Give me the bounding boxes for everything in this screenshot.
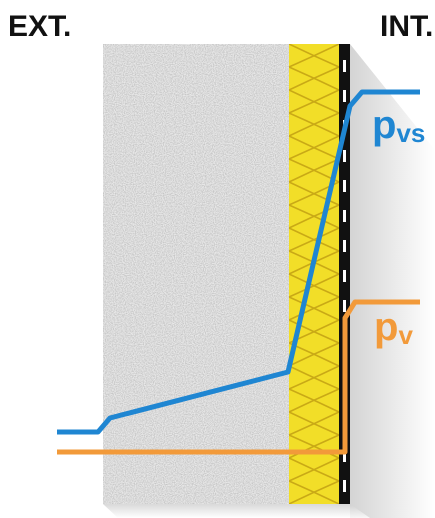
concrete-layer bbox=[103, 44, 290, 504]
interior-label: INT. bbox=[380, 10, 433, 43]
interior-shadow bbox=[350, 44, 435, 518]
saturation-symbol: p bbox=[372, 103, 396, 147]
bottom-shadow bbox=[103, 504, 370, 518]
saturation-pressure-curve bbox=[57, 89, 420, 435]
vapour-subscript: v bbox=[398, 320, 413, 350]
vapour-symbol: p bbox=[374, 305, 398, 349]
vapour-pressure-label: pv bbox=[374, 305, 413, 350]
insulation-layer bbox=[289, 44, 339, 504]
vapour-pressure-curve bbox=[57, 299, 420, 455]
saturation-subscript: vs bbox=[396, 118, 425, 148]
saturation-pressure-label: pvs bbox=[372, 103, 425, 148]
exterior-label: EXT. bbox=[8, 10, 71, 43]
